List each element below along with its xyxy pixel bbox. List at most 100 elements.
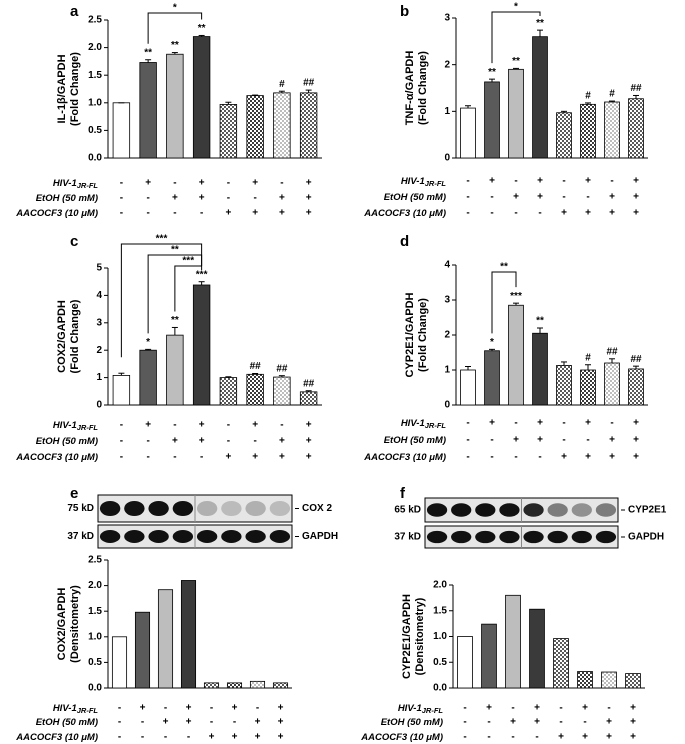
condition-name: AACOCF3 (10 μM) <box>363 452 446 463</box>
significance-label: ** <box>144 47 152 58</box>
blot-band <box>148 500 169 517</box>
blot-band <box>451 503 472 517</box>
condition-sign: - <box>146 193 149 204</box>
bar <box>299 92 318 159</box>
condition-sign: + <box>609 208 615 219</box>
condition-sign: - <box>490 208 493 219</box>
bar <box>532 36 548 159</box>
condition-sign: + <box>199 420 205 431</box>
bar <box>484 81 500 159</box>
blot-band <box>571 530 592 544</box>
condition-sign: - <box>562 435 565 446</box>
blot-band <box>595 503 617 517</box>
condition-sign: + <box>199 193 205 204</box>
condition-sign: + <box>585 176 591 187</box>
condition-sign: + <box>534 703 540 714</box>
condition-sign: + <box>186 717 192 728</box>
bracket-label: * <box>173 3 177 14</box>
blot-band <box>269 500 291 517</box>
blot-band <box>221 500 242 517</box>
condition-subscript: JR-FL <box>425 179 447 188</box>
blot-band <box>124 500 145 517</box>
condition-name: EtOH (50 mM) <box>381 717 443 728</box>
blot-band <box>426 530 448 544</box>
condition-label: EtOH (50 mM) <box>36 436 98 447</box>
blot-band <box>99 500 121 517</box>
condition-sign: + <box>278 717 284 728</box>
significance-label: # <box>609 89 615 100</box>
significance-label: ** <box>536 18 544 29</box>
y-tick-label: 2.5 <box>88 15 102 26</box>
bar <box>628 368 644 406</box>
condition-sign: + <box>278 732 284 743</box>
condition-sign: + <box>255 717 261 728</box>
bar <box>604 101 620 159</box>
condition-sign: + <box>279 193 285 204</box>
significance-label: * <box>490 337 494 348</box>
condition-sign: - <box>610 418 613 429</box>
condition-sign: + <box>145 420 151 431</box>
significance-label: ** <box>171 40 179 51</box>
y-tick-label: 2 <box>444 330 450 341</box>
condition-label: AACOCF3 (10 μM) <box>360 732 443 743</box>
y-tick-label: 0 <box>444 400 450 411</box>
condition-sign: + <box>537 192 543 203</box>
bar <box>139 349 157 406</box>
bracket <box>491 271 517 334</box>
condition-sign: - <box>280 420 283 431</box>
condition-sign: - <box>173 208 176 219</box>
condition-name: EtOH (50 mM) <box>384 192 446 203</box>
condition-sign: + <box>252 208 258 219</box>
condition-sign: - <box>146 208 149 219</box>
condition-sign: - <box>173 452 176 463</box>
blot-band <box>99 530 121 543</box>
condition-name: EtOH (50 mM) <box>36 717 98 728</box>
blot-size-label: 37 kD <box>394 532 421 543</box>
significance-label: ** <box>536 316 544 327</box>
condition-sign: - <box>118 703 121 714</box>
bar <box>457 636 473 689</box>
y-axis-label: CYP2E1/GAPDH <box>401 594 413 679</box>
condition-sign: + <box>232 732 238 743</box>
bar <box>226 682 243 689</box>
condition-sign: - <box>120 420 123 431</box>
condition-name: HIV-1 <box>53 703 77 714</box>
condition-sign: - <box>141 717 144 728</box>
condition-sign: + <box>225 208 231 219</box>
bar <box>532 332 548 406</box>
condition-sign: - <box>511 732 514 743</box>
condition-sign: + <box>633 176 639 187</box>
condition-sign: - <box>463 703 466 714</box>
condition-label: HIV-1JR-FL <box>401 176 447 188</box>
condition-sign: - <box>514 208 517 219</box>
condition-sign: + <box>633 418 639 429</box>
bracket-label: *** <box>182 256 194 267</box>
condition-label: AACOCF3 (10 μM) <box>363 208 446 219</box>
condition-sign: + <box>489 176 495 187</box>
bar <box>139 62 157 159</box>
condition-sign: + <box>209 732 215 743</box>
condition-label: HIV-1JR-FL <box>401 418 447 430</box>
condition-sign: + <box>279 436 285 447</box>
y-axis-label: (Densitometry) <box>69 585 81 663</box>
condition-label: EtOH (50 mM) <box>384 192 446 203</box>
condition-sign: - <box>607 703 610 714</box>
condition-sign: - <box>227 193 230 204</box>
bar <box>625 673 641 689</box>
condition-sign: + <box>609 192 615 203</box>
condition-sign: - <box>120 452 123 463</box>
bar <box>577 671 593 689</box>
condition-sign: - <box>164 732 167 743</box>
blot-band <box>523 530 544 544</box>
condition-sign: - <box>120 436 123 447</box>
y-tick-label: 2 <box>96 345 102 356</box>
condition-sign: + <box>561 208 567 219</box>
condition-sign: + <box>306 452 312 463</box>
y-tick-label: 1 <box>444 106 450 117</box>
blot-band <box>595 530 617 544</box>
condition-sign: + <box>606 732 612 743</box>
y-tick-label: 0.0 <box>433 683 447 694</box>
condition-sign: - <box>490 452 493 463</box>
condition-sign: - <box>466 418 469 429</box>
